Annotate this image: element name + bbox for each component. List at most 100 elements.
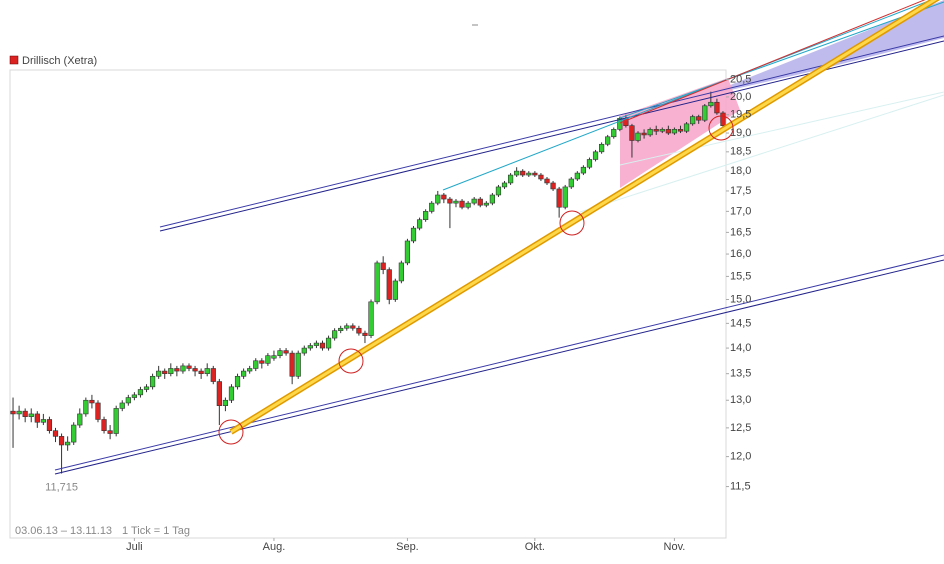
candle-body [429,202,435,212]
candle-body [344,325,350,329]
candle-body [356,327,362,334]
candle-body [222,399,229,406]
y-tick-label: 19,0 [730,127,751,139]
candle-body [277,350,283,356]
candle-body [10,410,16,415]
candle-body [574,172,580,180]
candle-body [40,419,46,423]
y-tick-label: 17,0 [730,205,751,217]
candle-body [483,202,489,206]
candle-body [22,410,28,417]
candle-body [605,136,611,145]
channel-line [54,254,944,471]
candle-body [556,188,562,208]
candle-body [441,194,447,200]
candle-body [398,262,404,282]
trend-line [579,94,944,213]
candle-body [143,386,150,390]
candle-body [611,129,617,138]
candle-body [295,352,301,377]
candle-body [186,365,192,369]
candle-body [265,355,271,364]
candle-body [247,368,253,372]
candle-body [380,262,386,270]
x-tick-label: Nov. [664,541,686,553]
candle-body [368,301,374,336]
candle-body [216,381,222,406]
candle-body [696,116,702,121]
x-tick-label: Aug. [263,541,286,553]
candle-body [89,399,95,404]
x-tick-label: Juli [126,541,143,553]
y-tick-label: 12,0 [730,451,751,463]
y-tick-label: 18,5 [730,146,751,158]
candle-body [702,105,708,121]
candle-body [653,129,659,132]
y-tick-label: 15,0 [730,293,751,305]
tick-note: 1 Tick = 1 Tag [122,525,190,537]
y-tick-label: 16,5 [730,226,751,238]
y-tick-label: 13,5 [730,368,751,380]
candle-body [174,368,180,372]
candle-body [665,129,671,134]
y-tick-label: 12,5 [730,422,751,434]
candle-body [325,337,332,349]
candle-body [447,198,453,204]
candle-body [350,325,356,329]
touch-circle [338,348,364,374]
candle-body [568,178,574,188]
candle-body [137,389,144,396]
candle-body [338,327,344,331]
candle-body [416,219,423,229]
candle-body [119,402,125,409]
x-tick-label: Okt. [525,541,545,553]
plot-area [9,69,727,539]
date-range: 03.06.13 – 13.11.13 [15,525,112,537]
candles [10,91,726,474]
y-tick-label: 14,0 [730,342,751,354]
candle-body [52,430,59,437]
y-tick-label: 15,5 [730,270,751,282]
candle-body [77,413,83,426]
candle-body [690,116,696,125]
candle-body [180,365,186,372]
drawings [54,0,944,475]
candle-body [259,360,265,364]
low-label: 11,715 [45,481,78,493]
candle-body [550,182,556,190]
channel-line [54,259,944,475]
candle-body [313,342,320,346]
candle-body [332,330,338,339]
candle-body [453,200,459,204]
candle-body [532,172,538,176]
candle-body [374,262,380,303]
candle-body [526,172,532,176]
y-tick-label: 19,5 [730,109,751,121]
candle-body [283,350,289,354]
candle-body [708,101,714,107]
candle-body [580,166,587,174]
candle-body [647,129,653,136]
candle-body [71,424,77,443]
candle-body [459,200,465,208]
candle-body [228,386,235,401]
trend-line [619,0,926,124]
candle-body [113,408,119,434]
candle-body [714,101,720,114]
candle-body [435,194,441,204]
candle-body [156,370,162,377]
candle-body [392,280,398,300]
candle-body [301,347,307,354]
candle-body [410,227,417,242]
candle-body [477,198,483,206]
y-tick-label: 17,5 [730,185,751,197]
y-tick-label: 16,0 [730,248,751,260]
candle-body [386,269,392,300]
candle-body [629,125,635,141]
touch-circle [218,419,244,445]
trend-line [619,91,944,166]
candle-body [125,397,131,404]
legend-swatch [9,55,19,65]
